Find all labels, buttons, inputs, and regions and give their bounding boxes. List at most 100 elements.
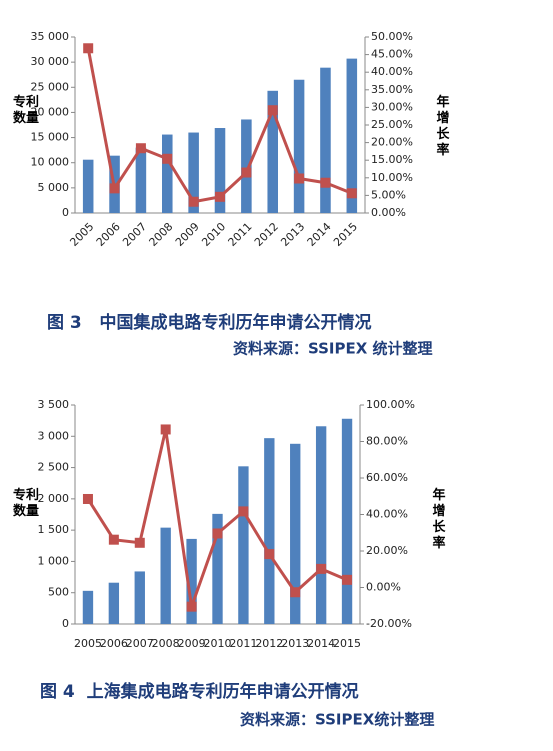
bar [267,90,278,213]
x-tick-label: 2011 [229,637,257,650]
y2-tick-label: -20.00% [366,617,412,630]
x-tick-label: 2015 [331,220,360,249]
x-tick-label: 2014 [307,637,335,650]
bar [82,590,94,624]
marker [264,549,275,560]
y-tick-label: 1 000 [38,554,70,567]
marker [188,196,199,207]
x-tick-label: 2009 [173,220,202,249]
y-tick-label: 30 000 [31,55,70,68]
marker [134,537,145,548]
y2-tick-label: 60.00% [366,471,408,484]
caption: 图 4 上海集成电路专利历年申请公开情况 [40,681,359,702]
bar [341,418,353,624]
y-tick-label: 2 500 [38,461,70,474]
y2-tick-label: 5.00% [371,188,406,201]
bar [82,159,94,213]
x-tick-label: 2010 [199,220,228,249]
marker [342,574,353,585]
y-tick-label: 20 000 [31,105,70,118]
bar [186,538,197,624]
bar [320,67,331,213]
y-tick-label: 10 000 [31,156,70,169]
y2-tick-label: 30.00% [371,100,413,113]
bar [293,79,305,213]
marker [83,43,94,54]
y-tick-label: 25 000 [31,80,70,93]
y2-tick-label: 15.00% [371,153,413,166]
marker [82,493,93,504]
y-tick-label: 3 000 [38,429,70,442]
bar [160,527,171,624]
bar [290,443,301,624]
y2-tick-label: 20.00% [371,136,413,149]
y2-tick-label: 25.00% [371,118,413,131]
y2-axis-title: 年增长率 [432,488,446,551]
y2-tick-label: 100.00% [366,398,415,411]
y2-tick-label: 0.00% [371,206,406,219]
x-tick-label: 2007 [120,220,149,249]
y-axis-title: 专利数量 [12,488,39,519]
caption: 图 3 中国集成电路专利历年申请公开情况 [47,312,372,333]
x-tick-label: 2008 [147,220,176,249]
x-tick-label: 2006 [100,637,128,650]
x-tick-label: 2012 [255,637,283,650]
x-tick-label: 2015 [333,637,361,650]
marker [267,105,278,116]
bar [212,513,223,624]
marker [290,587,301,598]
marker [160,424,171,435]
x-tick-label: 2010 [204,637,232,650]
y2-tick-label: 50.00% [371,30,413,43]
marker [162,153,173,164]
y-tick-label: 5 000 [38,181,70,194]
marker [186,601,197,612]
marker [215,191,225,202]
y2-axis-title: 年增长率 [436,95,450,158]
y-tick-label: 0 [62,206,69,219]
y-tick-label: 15 000 [31,131,70,144]
x-tick-label: 2009 [178,637,206,650]
x-tick-label: 2013 [278,220,307,249]
x-tick-label: 2005 [67,220,96,249]
y-tick-label: 500 [48,586,69,599]
bar [346,58,358,213]
marker [238,506,249,517]
bar [134,571,145,624]
x-tick-label: 2006 [94,220,123,249]
bar [264,438,275,624]
y-tick-label: 1 500 [38,523,70,536]
x-tick-label: 2008 [152,637,180,650]
x-tick-label: 2013 [281,637,309,650]
marker [241,167,252,178]
x-tick-label: 2005 [74,637,102,650]
marker [346,188,357,199]
x-tick-label: 2011 [226,220,255,249]
y-tick-label: 2 000 [38,492,70,505]
bar [238,466,249,624]
y2-tick-label: 45.00% [371,48,413,61]
y2-tick-label: 20.00% [366,544,408,557]
y-tick-label: 35 000 [31,30,70,43]
marker [294,173,305,184]
marker [135,143,146,154]
bar [188,132,199,213]
y2-tick-label: 0.00% [366,581,401,594]
y2-tick-label: 40.00% [366,508,408,521]
y2-tick-label: 40.00% [371,65,413,78]
bar [214,128,226,213]
y2-tick-label: 10.00% [371,171,413,184]
bar [162,134,173,213]
bar [135,147,147,213]
y-tick-label: 3 500 [38,398,70,411]
source: 资料来源：SSIPEX 统计整理 [233,340,433,358]
y-axis-title: 专利数量 [12,95,39,126]
bar [108,582,120,624]
x-tick-label: 2012 [252,220,281,249]
y2-tick-label: 80.00% [366,435,408,448]
marker [109,183,120,194]
x-tick-label: 2007 [126,637,154,650]
source: 资料来源：SSIPEX统计整理 [240,711,434,729]
